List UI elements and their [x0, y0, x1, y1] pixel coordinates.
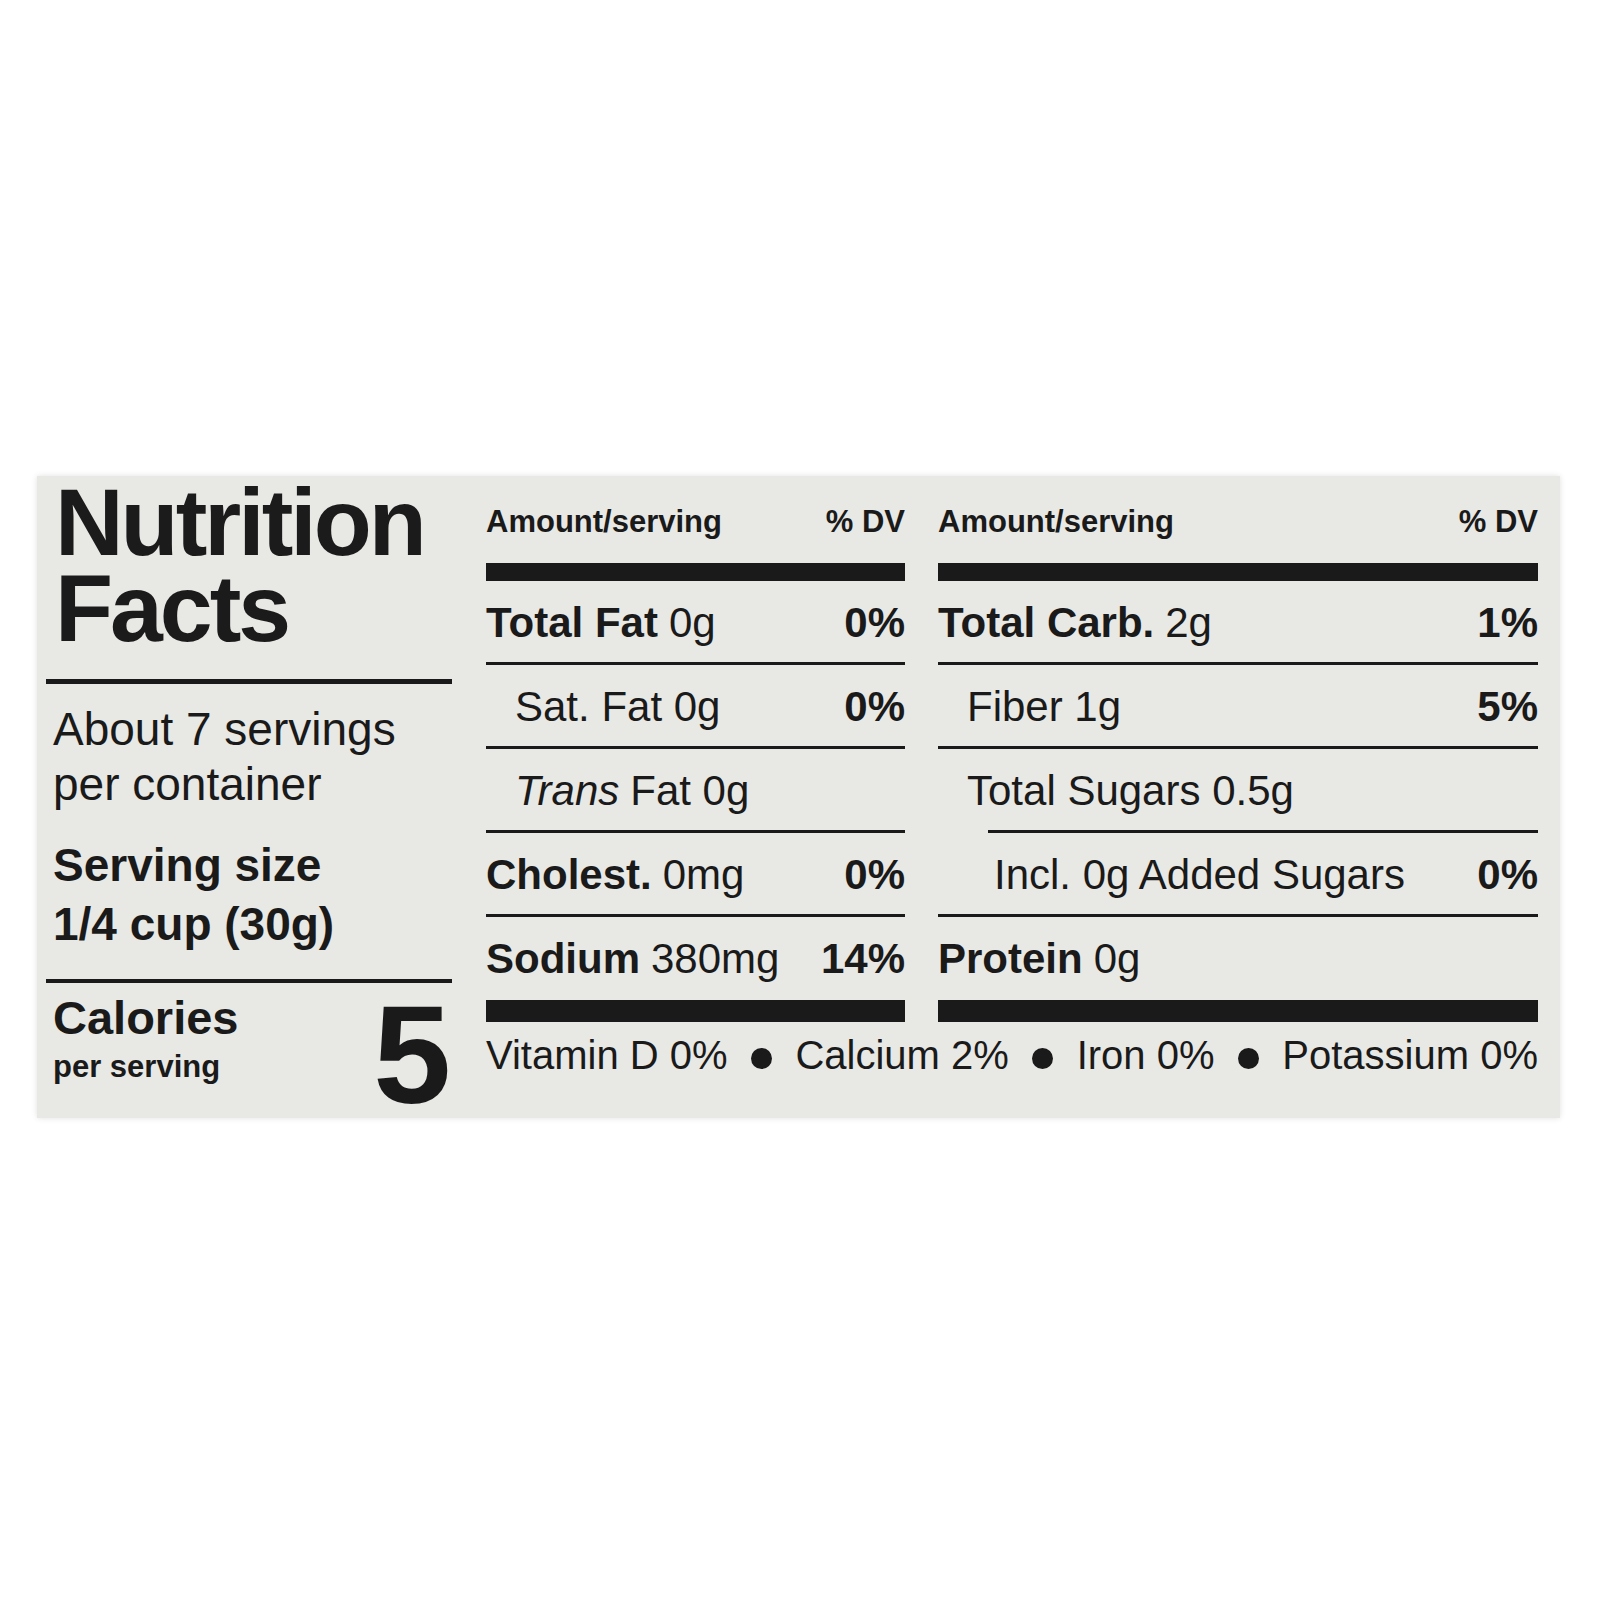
row-dv: 0%	[1477, 851, 1538, 899]
serving-size-value: 1/4 cup (30g)	[53, 895, 334, 954]
row-total-carb: Total Carb.2g 1%	[938, 581, 1538, 665]
thick-bar-bottom	[938, 1000, 1538, 1022]
title-divider	[46, 679, 452, 684]
row-label: Cholest.0mg	[486, 851, 744, 899]
row-label: Incl. 0g Added Sugars	[938, 851, 1405, 899]
row-label: Total Fat0g	[486, 599, 716, 647]
amount-per-serving-header: Amount/serving	[486, 504, 722, 540]
potassium-value: Potassium 0%	[1282, 1033, 1538, 1078]
bullet-separator-icon	[1238, 1048, 1259, 1069]
nutrient-column-fat-sodium: Amount/serving % DV Total Fat0g 0% Sat. …	[486, 476, 905, 1118]
row-protein: Protein0g	[938, 917, 1538, 1001]
vitamin-d-value: Vitamin D 0%	[486, 1033, 728, 1078]
calories-sublabel: per serving	[53, 1049, 238, 1085]
calories-label: Calories	[53, 994, 238, 1041]
percent-dv-header: % DV	[826, 504, 905, 540]
row-cholesterol: Cholest.0mg 0%	[486, 833, 905, 917]
servings-line-1: About 7 servings	[53, 702, 396, 757]
iron-value: Iron 0%	[1077, 1033, 1215, 1078]
nutrition-facts-title: Nutrition Facts	[55, 480, 424, 651]
servings-per-container: About 7 servings per container	[53, 702, 396, 812]
calories-block: Calories per serving 5	[53, 994, 451, 1109]
row-fiber: Fiber 1g 5%	[938, 665, 1538, 749]
row-dv: 0%	[844, 851, 905, 899]
servings-line-2: per container	[53, 757, 396, 812]
row-label: TransFat 0g	[486, 767, 749, 815]
title-line-1: Nutrition	[55, 480, 424, 566]
row-label: Total Carb.2g	[938, 599, 1212, 647]
row-dv: 0%	[844, 599, 905, 647]
nutrient-rows: Total Carb.2g 1% Fiber 1g 5% Total Sugar…	[938, 581, 1538, 1001]
calories-value: 5	[373, 1000, 451, 1109]
title-line-2: Facts	[55, 566, 424, 652]
row-total-fat: Total Fat0g 0%	[486, 581, 905, 665]
column-header: Amount/serving % DV	[938, 504, 1538, 540]
nutrient-rows: Total Fat0g 0% Sat. Fat 0g 0% TransFat 0…	[486, 581, 905, 1001]
row-trans-fat: TransFat 0g	[486, 749, 905, 833]
amount-per-serving-header: Amount/serving	[938, 504, 1174, 540]
thick-bar-top	[486, 563, 905, 581]
row-label: Protein0g	[938, 935, 1140, 983]
percent-dv-header: % DV	[1459, 504, 1538, 540]
calcium-value: Calcium 2%	[795, 1033, 1008, 1078]
row-dv: 5%	[1477, 683, 1538, 731]
calories-labels: Calories per serving	[53, 994, 238, 1085]
row-dv: 1%	[1477, 599, 1538, 647]
row-dv: 14%	[821, 935, 905, 983]
row-label: Sat. Fat 0g	[486, 683, 720, 731]
row-label: Total Sugars 0.5g	[938, 767, 1294, 815]
nutrition-facts-panel: Nutrition Facts About 7 servings per con…	[37, 476, 1560, 1118]
serving-size-label: Serving size	[53, 836, 334, 895]
bullet-separator-icon	[1032, 1048, 1053, 1069]
nutrient-column-carb-protein: Amount/serving % DV Total Carb.2g 1% Fib…	[938, 476, 1538, 1118]
bullet-separator-icon	[751, 1048, 772, 1069]
row-total-sugars: Total Sugars 0.5g	[938, 749, 1538, 833]
thick-bar-top	[938, 563, 1538, 581]
thick-bar-bottom	[486, 1000, 905, 1022]
row-label: Sodium380mg	[486, 935, 779, 983]
row-dv: 0%	[844, 683, 905, 731]
row-label: Fiber 1g	[938, 683, 1121, 731]
nutrition-label-photo: Nutrition Facts About 7 servings per con…	[0, 0, 1600, 1600]
column-header: Amount/serving % DV	[486, 504, 905, 540]
row-added-sugars: Incl. 0g Added Sugars 0%	[938, 833, 1538, 917]
serving-size: Serving size 1/4 cup (30g)	[53, 836, 334, 954]
row-sat-fat: Sat. Fat 0g 0%	[486, 665, 905, 749]
micronutrients-line: Vitamin D 0% Calcium 2% Iron 0% Potassiu…	[486, 1027, 1538, 1083]
row-sodium: Sodium380mg 14%	[486, 917, 905, 1001]
